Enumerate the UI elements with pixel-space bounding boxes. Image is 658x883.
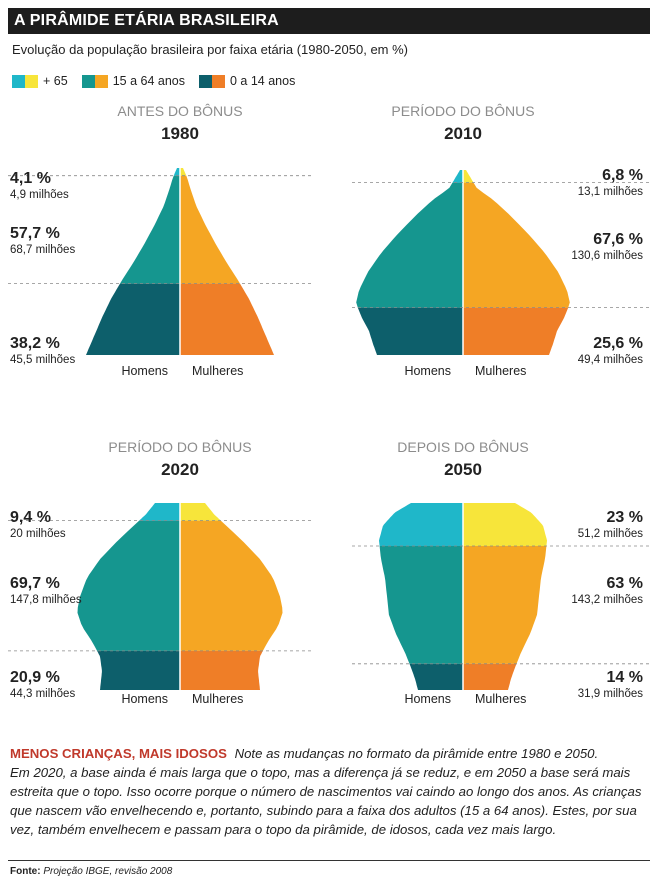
pyramid-2020-men-0-14-area bbox=[97, 650, 180, 690]
source-label: Fonte: bbox=[10, 866, 41, 877]
pyramid-2050-men-15-64-area bbox=[379, 546, 463, 664]
legend-item-65: + 65 bbox=[12, 74, 68, 88]
pyramid-2050-pop-3: 31,9 milhões bbox=[578, 688, 643, 700]
pyramid-2010-pct-2: 67,6 % bbox=[593, 231, 643, 248]
legend-label-15-64: 15 a 64 anos bbox=[112, 74, 185, 88]
pyramid-2050-period: DEPOIS DO BÔNUS bbox=[397, 439, 528, 455]
pyramid-2050-women-label: Mulheres bbox=[475, 692, 526, 706]
pyramid-2020-men-label: Homens bbox=[121, 692, 168, 706]
pyramid-2050-pct-1: 23 % bbox=[607, 509, 643, 526]
caption-lead: Menos crianças, mais idosos bbox=[10, 746, 227, 761]
pyramid-2010-period: PERÍODO DO BÔNUS bbox=[391, 103, 534, 119]
pyramid-2020-pct-2: 69,7 % bbox=[10, 575, 60, 592]
pyramid-2010-women-0-14-area bbox=[463, 307, 569, 355]
pyramid-1980-period: ANTES DO BÔNUS bbox=[117, 103, 242, 119]
pyramid-2010-pop-2: 130,6 milhões bbox=[571, 250, 643, 262]
pyramids-chart: ANTES DO BÔNUS 1980 Homens Mulheres 4,1 % 4,9… bbox=[8, 103, 650, 706]
page-title: A PIRÂMIDE ETÁRIA BRASILEIRA bbox=[8, 8, 650, 34]
pyramid-2020-pop-2: 147,8 milhões bbox=[10, 594, 82, 606]
legend-item-0-14: 0 a 14 anos bbox=[198, 74, 296, 88]
pyramid-2020-women-label: Mulheres bbox=[192, 692, 243, 706]
legend: + 65 15 a 64 anos 0 a 14 anos bbox=[12, 72, 309, 90]
pyramid-1980-women-0-14-area bbox=[180, 283, 274, 355]
caption-line-1: Note as mudanças no formato da pirâmide … bbox=[234, 746, 599, 761]
pyramid-2010-men-label: Homens bbox=[404, 364, 451, 378]
pyramid-2050-women-65-area bbox=[463, 503, 547, 547]
pyramid-1980-men-label: Homens bbox=[121, 364, 168, 378]
pyramid-2050-pop-2: 143,2 milhões bbox=[571, 594, 643, 606]
pyramid-2020-men-15-64-area bbox=[77, 520, 180, 651]
pyramid-2050-year: 2050 bbox=[444, 460, 482, 479]
pyramid-2010-pct-3: 25,6 % bbox=[593, 335, 643, 352]
pyramid-2020-pop-3: 44,3 milhões bbox=[10, 688, 75, 700]
legend-label-0-14: 0 a 14 anos bbox=[229, 74, 296, 88]
pyramid-2020-men-65-area bbox=[139, 503, 180, 521]
pyramid-2020-period: PERÍODO DO BÔNUS bbox=[108, 439, 251, 455]
pyramid-2050-men-0-14-area bbox=[409, 663, 463, 690]
pyramid-1980-pop-1: 4,9 milhões bbox=[10, 189, 69, 201]
caption: Menos crianças, mais idosos Note as muda… bbox=[10, 744, 650, 839]
pyramid-2010-pct-1: 6,8 % bbox=[602, 167, 643, 184]
legend-label-65: + 65 bbox=[43, 74, 68, 88]
pyramid-1980-pct-3: 38,2 % bbox=[10, 335, 60, 352]
pyramid-1980-men-65-area bbox=[173, 168, 180, 176]
pyramid-2050-men-label: Homens bbox=[404, 692, 451, 706]
pyramid-2020-pct-3: 20,9 % bbox=[10, 669, 60, 686]
legend-swatch-women-65 bbox=[25, 74, 38, 88]
legend-swatch-men-15-64 bbox=[81, 74, 95, 88]
pyramid-2050-women-0-14-area bbox=[463, 663, 517, 690]
pyramid-2020-pop-1: 20 milhões bbox=[10, 528, 66, 540]
pyramid-1980-year: 1980 bbox=[161, 124, 199, 143]
pyramid-2020-year: 2020 bbox=[161, 460, 199, 479]
footer-divider bbox=[8, 860, 650, 861]
pyramid-2010-men-65-area bbox=[452, 170, 463, 183]
pyramid-2050-pct-3: 14 % bbox=[607, 669, 643, 686]
pyramid-2020-women-15-64-area bbox=[180, 520, 283, 651]
pyramid-1980-pop-3: 45,5 milhões bbox=[10, 354, 75, 366]
pyramid-1980-pct-1: 4,1 % bbox=[10, 170, 51, 187]
pyramid-2010-year: 2010 bbox=[444, 124, 482, 143]
pyramid-1980-pct-2: 57,7 % bbox=[10, 225, 60, 242]
legend-swatch-women-0-14 bbox=[211, 74, 225, 88]
pyramid-2010-men-0-14-area bbox=[357, 307, 463, 355]
pyramid-2020-women-65-area bbox=[180, 503, 221, 521]
legend-swatch-men-65 bbox=[12, 74, 25, 88]
legend-swatch-women-15-64 bbox=[94, 74, 108, 88]
pyramid-2010-women-label: Mulheres bbox=[475, 364, 526, 378]
pyramid-2010-men-15-64-area bbox=[356, 182, 463, 308]
pyramid-2010-women-15-64-area bbox=[463, 182, 570, 308]
pyramid-1980-pop-2: 68,7 milhões bbox=[10, 244, 75, 256]
pyramid-1980-women-65-area bbox=[180, 168, 187, 176]
legend-swatch-men-0-14 bbox=[198, 74, 212, 88]
pyramid-1980-men-15-64-area bbox=[120, 175, 180, 284]
pyramid-1980-men-0-14-area bbox=[86, 283, 180, 355]
pyramid-2010-women-65-area bbox=[463, 170, 474, 183]
pyramid-2010-pop-1: 13,1 milhões bbox=[578, 186, 643, 198]
pyramid-2020-pct-1: 9,4 % bbox=[10, 509, 51, 526]
pyramid-1980-women-15-64-area bbox=[180, 175, 240, 284]
pyramid-2020-women-0-14-area bbox=[180, 650, 263, 690]
pyramid-2050-pct-2: 63 % bbox=[607, 575, 643, 592]
pyramid-2050-women-15-64-area bbox=[463, 546, 547, 664]
legend-item-15-64: 15 a 64 anos bbox=[81, 74, 185, 88]
page-subtitle: Evolução da população brasileira por fai… bbox=[12, 42, 409, 57]
pyramid-2050-pop-1: 51,2 milhões bbox=[578, 528, 643, 540]
source-note: Fonte: Projeção IBGE, revisão 2008 bbox=[10, 866, 172, 877]
pyramid-2010-pop-3: 49,4 milhões bbox=[578, 354, 643, 366]
caption-body: Em 2020, a base ainda é mais larga que o… bbox=[10, 765, 642, 837]
pyramid-1980-women-label: Mulheres bbox=[192, 364, 243, 378]
pyramid-2050-men-65-area bbox=[379, 503, 463, 547]
source-text: Projeção IBGE, revisão 2008 bbox=[43, 866, 173, 877]
